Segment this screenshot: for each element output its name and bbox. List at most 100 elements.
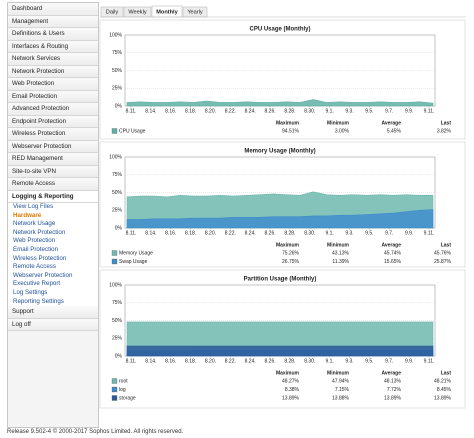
nav-item[interactable]: Email Protection [8,90,98,103]
column-header: Last [441,242,452,248]
y-tick-label: 25% [112,336,123,342]
nav-item[interactable]: Log off [8,318,98,332]
stat-value: 11.39% [332,259,349,265]
nav-item[interactable]: Wireless Protection [8,128,98,141]
nav-item[interactable]: Network Protection [8,65,98,78]
stat-value: 8.45% [437,387,452,393]
x-tick-label: 8.22. [225,358,236,364]
stat-value: 75.26% [282,250,300,256]
nav-sub-item[interactable]: Remote Access [8,263,98,272]
nav-sub-item[interactable]: View Log Files [8,203,98,212]
x-tick-label: 8.14. [145,108,156,114]
stat-value: 45.74% [384,250,402,256]
tab[interactable] [151,5,183,18]
x-tick-label: 8.11. [126,358,137,364]
nav-item[interactable]: Endpoint Protection [8,115,98,128]
y-tick-label: 0% [115,103,123,109]
legend-name: CPU Usage [119,128,146,134]
nav-item[interactable]: Interfaces & Routing [8,40,98,53]
x-tick-label: 8.24. [245,108,256,114]
nav-sub-item[interactable]: Email Protection [8,245,98,255]
stat-value: 45.76% [434,250,452,256]
chart-title: CPU Usage (Monthly) [249,27,310,33]
plot-area [124,34,436,107]
tab-label[interactable]: Monthly [156,9,178,15]
nav-item[interactable]: Support [8,306,98,319]
nav-item[interactable]: RED Management [8,153,98,166]
column-header: Last [441,370,452,376]
x-tick-label: 9.7. [385,108,393,114]
nav-item[interactable]: Network Services [8,53,98,66]
nav-sub-item[interactable]: Network Usage [8,220,98,229]
tab[interactable] [123,6,152,18]
nav-item[interactable]: Remote Access [8,178,98,191]
x-tick-label: 9.9. [405,230,413,236]
x-tick-label: 9.3. [345,230,353,236]
nav-sub-item[interactable]: Network Protection [8,228,98,238]
tab-label[interactable]: Yearly [187,9,203,15]
x-tick-label: 9.11. [424,230,435,236]
chart-title: Memory Usage (Monthly) [244,149,315,155]
stat-value: 7.72% [387,387,402,393]
nav-item[interactable]: Definitions & Users [8,28,98,41]
footer: Release 9.502-4 © 2000-2017 Sophos Limit… [7,429,184,435]
series-area [126,350,434,357]
legend-swatch [111,258,118,265]
nav-sub-item[interactable]: Reporting Settings [8,297,98,307]
tab-label[interactable]: Daily [106,9,119,15]
legend-name: Memory Usage [119,250,153,256]
stat-value: 47.94% [332,378,350,384]
x-tick-label: 8.24. [245,358,256,364]
panel [99,141,466,268]
sidebar: Dashboard Management Definitions & Users In… [7,2,99,428]
nav-item[interactable]: Site-to-site VPN [8,165,98,178]
nav-sub-item[interactable]: Executive Report [8,280,98,289]
x-tick-label: 9.1. [325,108,333,114]
x-tick-label: 8.18. [185,358,196,364]
nav-item[interactable]: Management [8,15,98,28]
x-tick-label: 8.30. [304,108,315,114]
x-tick-label: 9.5. [365,358,373,364]
stat-value: 3.82% [437,128,452,134]
nav-sub-item[interactable]: Wireless Protection [8,254,98,264]
stat-value: 13.88% [332,395,350,401]
nav-item[interactable]: Dashboard [8,3,98,16]
stat-value: 43.13% [332,250,350,256]
nav-section[interactable]: Logging & Reporting [8,190,98,203]
tab[interactable] [182,6,208,18]
column-header: Average [381,120,401,126]
y-tick-label: 100% [109,32,122,38]
legend-swatch [111,386,118,393]
y-tick-label: 0% [115,225,123,231]
series-area [126,191,434,229]
nav-item[interactable]: Web Protection [8,78,98,91]
x-tick-label: 8.18. [185,108,196,114]
nav-item[interactable]: Advanced Protection [8,103,98,116]
nav-sub-item[interactable]: Hardware [8,211,98,221]
tab-label[interactable]: Weekly [128,9,146,15]
x-tick-label: 8.16. [165,358,176,364]
series-area [126,321,434,357]
y-tick-label: 25% [112,86,123,92]
x-tick-label: 8.26. [265,358,276,364]
x-tick-label: 9.1. [325,358,333,364]
nav-sub-item[interactable]: Webserver Protection [8,271,98,281]
x-tick-label: 8.16. [165,108,176,114]
x-tick-label: 8.11. [126,230,137,236]
nav-item[interactable]: Webserver Protection [8,140,98,153]
x-tick-label: 8.14. [145,358,156,364]
x-tick-label: 9.3. [345,358,353,364]
legend-swatch [111,250,118,256]
nav-sub-item[interactable]: Web Protection [8,237,98,246]
tab[interactable] [100,6,124,18]
x-tick-label: 9.1. [325,230,333,236]
legend-swatch [111,395,118,401]
column-header: Last [441,120,452,126]
nav-sub-item[interactable]: Log Settings [8,288,98,298]
legend-name: log [119,387,126,393]
x-tick-label: 8.11. [126,108,137,114]
stat-value: 25.87% [434,259,452,265]
panel [99,19,466,140]
x-tick-label: 9.11. [424,358,435,364]
x-tick-label: 9.9. [405,108,413,114]
